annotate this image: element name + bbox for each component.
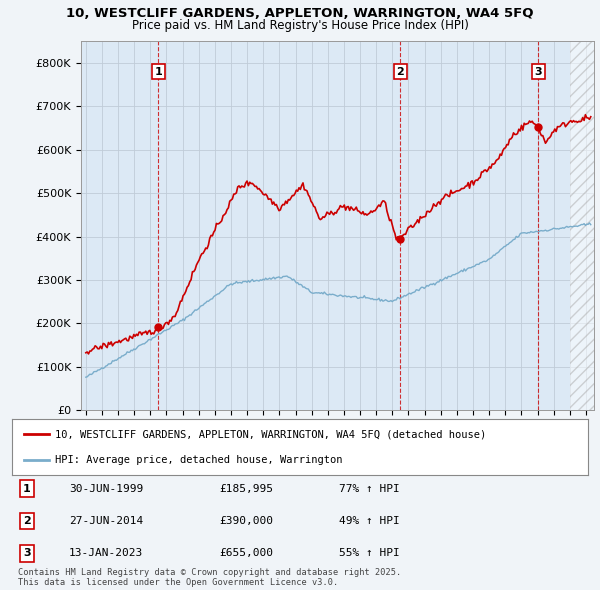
Text: 3: 3: [23, 549, 31, 558]
Text: 27-JUN-2014: 27-JUN-2014: [69, 516, 143, 526]
Text: 10, WESTCLIFF GARDENS, APPLETON, WARRINGTON, WA4 5FQ: 10, WESTCLIFF GARDENS, APPLETON, WARRING…: [66, 7, 534, 20]
Text: 1: 1: [155, 67, 163, 77]
Text: 2: 2: [23, 516, 31, 526]
Text: £390,000: £390,000: [219, 516, 273, 526]
Text: 30-JUN-1999: 30-JUN-1999: [69, 484, 143, 493]
Text: 10, WESTCLIFF GARDENS, APPLETON, WARRINGTON, WA4 5FQ (detached house): 10, WESTCLIFF GARDENS, APPLETON, WARRING…: [55, 429, 487, 439]
Text: 2: 2: [397, 67, 404, 77]
Text: 49% ↑ HPI: 49% ↑ HPI: [339, 516, 400, 526]
Text: Price paid vs. HM Land Registry's House Price Index (HPI): Price paid vs. HM Land Registry's House …: [131, 19, 469, 32]
Text: 3: 3: [535, 67, 542, 77]
Text: 55% ↑ HPI: 55% ↑ HPI: [339, 549, 400, 558]
Text: Contains HM Land Registry data © Crown copyright and database right 2025.
This d: Contains HM Land Registry data © Crown c…: [18, 568, 401, 587]
Text: £185,995: £185,995: [219, 484, 273, 493]
Text: HPI: Average price, detached house, Warrington: HPI: Average price, detached house, Warr…: [55, 455, 343, 465]
Text: 77% ↑ HPI: 77% ↑ HPI: [339, 484, 400, 493]
Text: £655,000: £655,000: [219, 549, 273, 558]
Text: 13-JAN-2023: 13-JAN-2023: [69, 549, 143, 558]
Text: 1: 1: [23, 484, 31, 493]
